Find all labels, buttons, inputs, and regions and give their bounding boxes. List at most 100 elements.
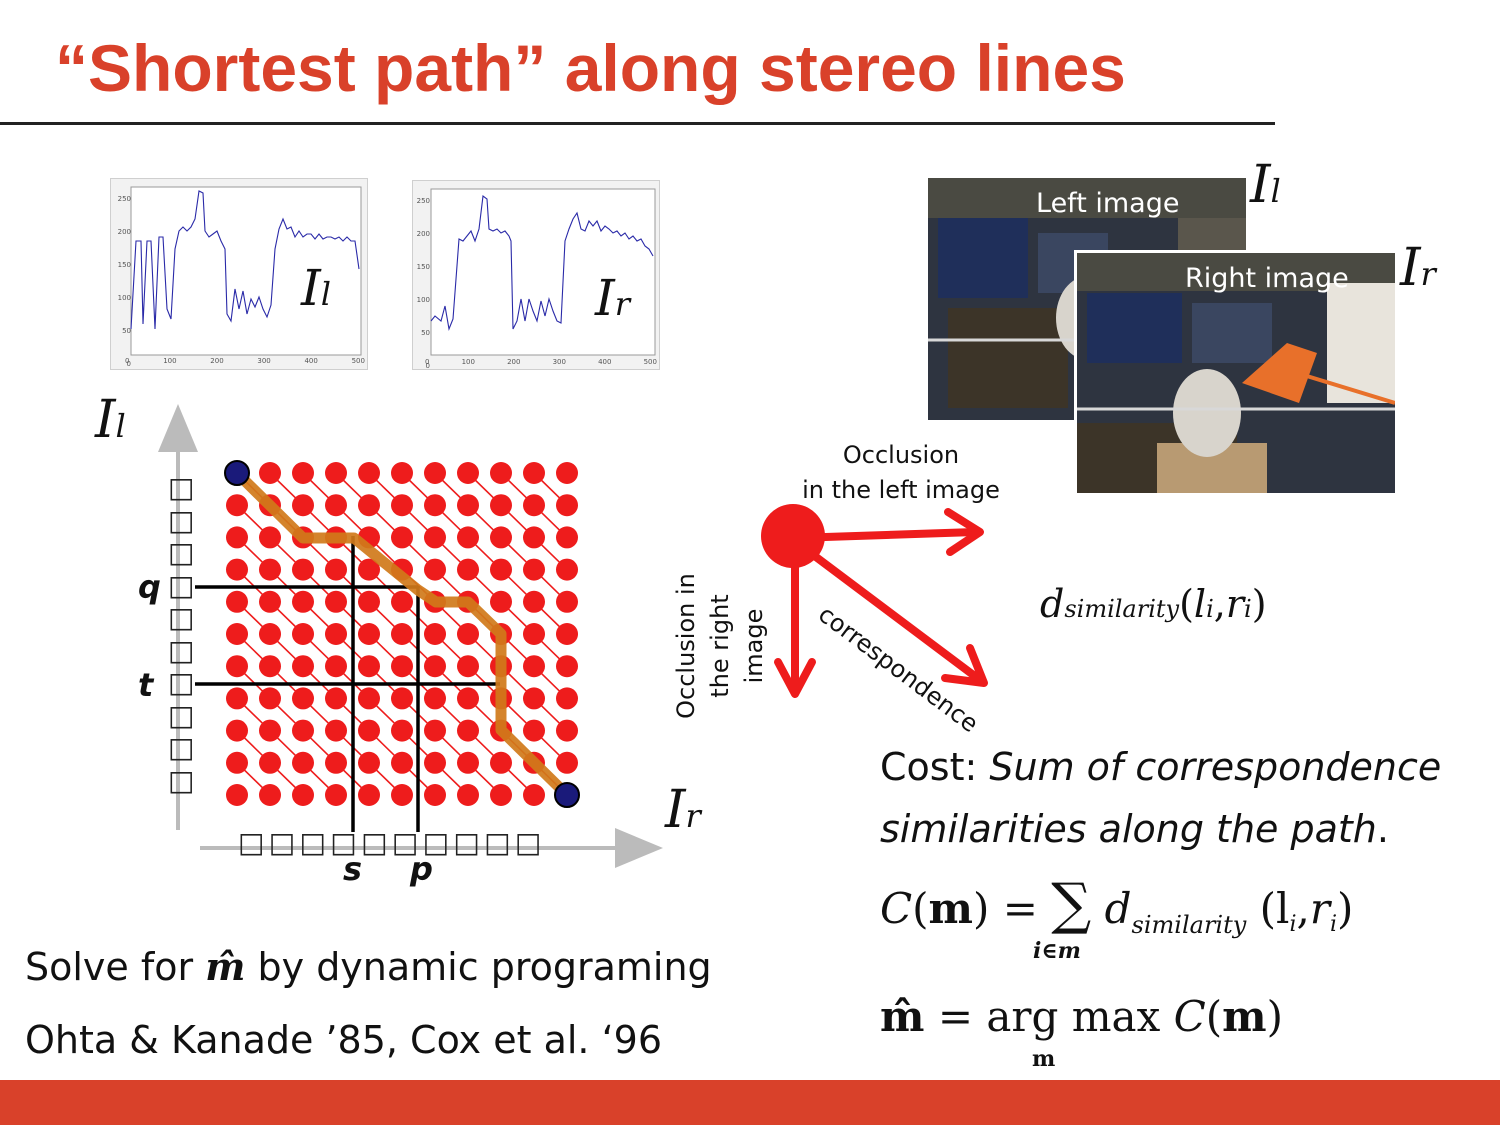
grid-node (358, 655, 380, 678)
path-start-node (224, 460, 250, 486)
grid-node (292, 494, 314, 517)
grid-node (523, 719, 545, 742)
grid-node (424, 526, 446, 549)
grid-node (490, 784, 512, 806)
ytick: 150 (117, 261, 131, 269)
sim-i2: i (1244, 595, 1252, 623)
grid-node (259, 462, 281, 484)
grid-node (457, 558, 479, 581)
grid-node (457, 655, 479, 678)
grid-node (259, 751, 281, 774)
f1-sum-subscript: i∈m (1033, 938, 1081, 964)
col-box: □ (422, 826, 450, 859)
f1-d-sub: similarity (1131, 911, 1247, 939)
grid-x-axis-label: Ir (665, 780, 701, 840)
row-box: □ (168, 731, 195, 764)
cost-italic-line2: similarities along the path (880, 807, 1377, 851)
grid-node (292, 655, 314, 678)
col-box: □ (514, 826, 542, 859)
grid-node (226, 623, 248, 645)
grid-node (259, 558, 281, 581)
f1-i: i (1289, 912, 1297, 937)
grid-node (358, 784, 380, 806)
grid-node (490, 751, 512, 774)
grid-node (292, 558, 314, 581)
grid-node (391, 655, 413, 678)
xtick: 500 (643, 358, 657, 366)
grid-node (391, 623, 413, 645)
solve-suffix: by dynamic programing (245, 945, 712, 989)
grid-node (292, 590, 314, 613)
intensity-plot-right: Ir 250 200 150 100 50 0 0 100 200 300 40… (412, 180, 660, 370)
grid-node (424, 687, 446, 710)
grid-col-boxes: □ □ □ □ □ □ □ □ □ □ (238, 826, 541, 859)
ytick: 0 (126, 360, 131, 368)
occlusion-right-line2: the right (706, 594, 734, 698)
arrow-correspondence (796, 541, 984, 684)
ytick: 100 (117, 294, 131, 302)
f2-C: C (1173, 992, 1206, 1041)
grid-node (556, 719, 578, 742)
sim-i1: i (1206, 595, 1214, 623)
row-box: □ (168, 763, 195, 797)
grid-node (523, 623, 545, 645)
grid-node (358, 719, 380, 742)
occlusion-left-line2: in the left image (802, 476, 1000, 504)
cost-italic-line1: Sum of correspondence (989, 745, 1442, 789)
f1-C: C (880, 884, 913, 933)
plot-left-label-main: I (301, 259, 321, 317)
grid-node (292, 751, 314, 774)
grid-node (226, 590, 248, 613)
footer-bar (0, 1080, 1500, 1125)
grid-node (556, 590, 578, 613)
f2-eq: = (937, 992, 974, 1041)
ytick: 100 (416, 296, 430, 304)
grid-node (391, 526, 413, 549)
col-box: □ (453, 826, 480, 859)
grid-node (424, 558, 446, 581)
arrow-occlusion-left (791, 528, 979, 542)
grid-node (391, 590, 413, 613)
plot-right-xticks: 0 100 200 300 400 500 (425, 358, 657, 366)
plot-left-label: Il (301, 259, 331, 317)
grid-node (556, 526, 578, 549)
arrow-occlusion-left-head (944, 508, 984, 556)
row-box: □ (168, 503, 195, 537)
argmax-formula: m̂ = arg max C(m) (880, 992, 1284, 1041)
grid-node (259, 784, 281, 806)
xtick: 100 (461, 358, 475, 366)
arrow-occlusion-right-head (774, 658, 816, 698)
similarity-expression: dsimilarity(li,ri) (1040, 582, 1267, 626)
plot-left-yticks: 250 200 150 100 50 0 (113, 183, 131, 381)
xtick: 400 (598, 358, 612, 366)
occlusion-right-line1: Occlusion in (672, 573, 700, 719)
grid-node (325, 719, 347, 742)
grid-node (358, 494, 380, 517)
grid-node (424, 719, 446, 742)
f1-l: l (1276, 884, 1290, 933)
grid-node (391, 462, 413, 484)
f1-d: d (1104, 884, 1132, 933)
col-box: □ (391, 826, 419, 859)
ytick: 0 (425, 362, 430, 370)
xtick: 300 (257, 357, 271, 365)
col-mark-p: p (410, 850, 433, 888)
grid-node (226, 719, 248, 742)
plot-right-label-main: I (595, 269, 615, 327)
grid-node (523, 590, 545, 613)
row-mark-q: q (138, 568, 161, 606)
col-box: □ (299, 826, 326, 859)
grid-node (457, 687, 479, 710)
grid-y-axis-label: Il (95, 390, 126, 450)
grid-node (358, 558, 380, 581)
left-image-label: Left image (1036, 188, 1180, 219)
f2-argmax: arg max (986, 992, 1161, 1041)
grid-node (391, 494, 413, 517)
sim-comma: , (1213, 582, 1226, 626)
grid-node (226, 784, 248, 806)
sim-close: ) (1251, 582, 1267, 626)
grid-node (325, 494, 347, 517)
grid-node (490, 526, 512, 549)
solve-var: m̂ (205, 944, 246, 989)
grid-node (457, 462, 479, 484)
